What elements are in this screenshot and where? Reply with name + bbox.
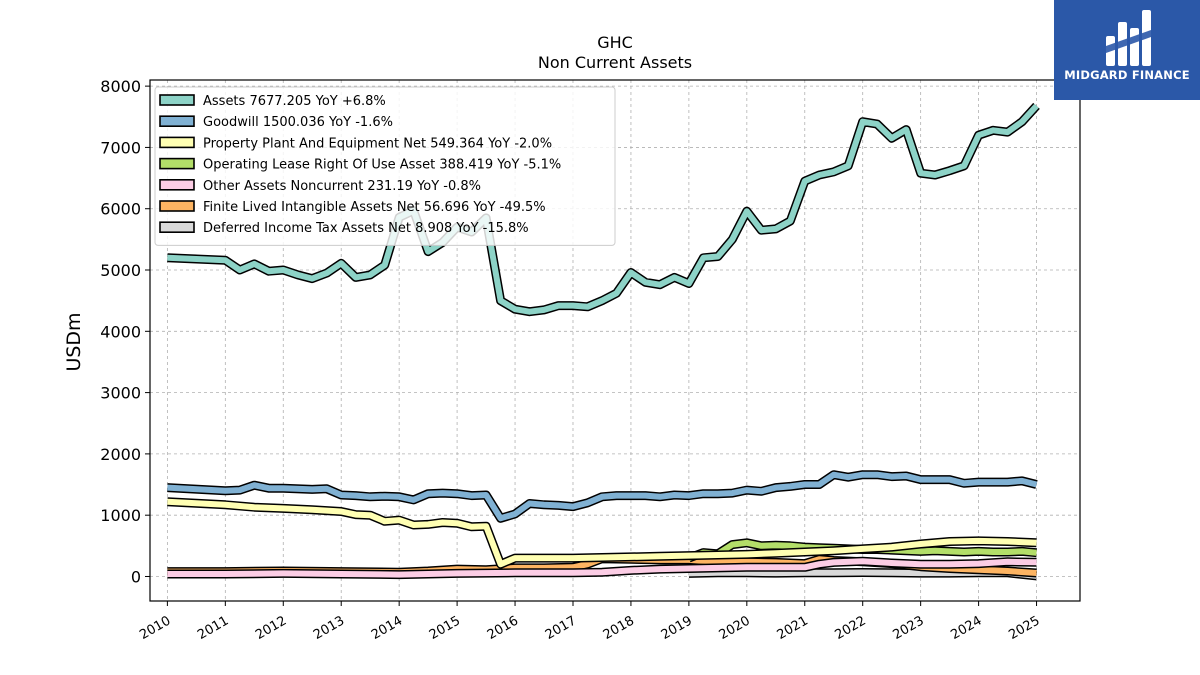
legend-label: Finite Lived Intangible Assets Net 56.69… [203,200,546,215]
legend-frame [154,86,616,246]
brand-name: MIDGARD FINANCE [1064,68,1190,82]
x-tick-label: 2016 [485,613,521,643]
x-tick-label: 2019 [659,613,695,643]
x-tick-label: 2013 [311,613,347,643]
x-tick-label: 2024 [948,613,984,643]
x-tick-label: 2021 [775,613,811,643]
plot-frame [149,79,1081,602]
y-axis-label: USDm [63,312,85,371]
legend-label: Goodwill 1500.036 YoY -1.6% [203,115,393,130]
y-tick-label: 8000 [100,77,141,96]
legend-swatch [159,221,195,233]
y-tick-label: 1000 [100,506,141,525]
x-tick-label: 2014 [369,613,405,643]
x-tick-label: 2010 [137,613,173,643]
x-tick-label: 2011 [195,613,231,643]
legend-label: Assets 7677.205 YoY +6.8% [203,94,386,109]
x-tick-label: 2020 [717,613,753,643]
legend-swatch [159,94,195,106]
y-tick-label: 5000 [100,261,141,280]
legend-swatch [159,200,195,212]
x-tick-label: 2023 [890,613,926,643]
series-line [167,558,1037,578]
legend-swatch [159,115,195,127]
x-tick-label: 2025 [1006,613,1042,643]
x-tick-label: 2015 [427,613,463,643]
x-tick-label: 2022 [833,613,869,643]
chart-subtitle: Non Current Assets [538,53,692,72]
y-tick-label: 3000 [100,384,141,403]
chart-title: GHC [597,33,633,52]
brand-logo: MIDGARD FINANCE [1054,0,1200,100]
legend-swatch [159,157,195,170]
legend-label: Other Assets Noncurrent 231.19 YoY -0.8% [203,179,481,194]
series-line [167,103,1039,315]
legend-label: Deferred Income Tax Assets Net 8.908 YoY… [203,221,529,236]
series-property-plant-and-equipment-net [167,497,1037,569]
y-tick-label: 0 [131,567,141,586]
series-line [167,498,1037,568]
legend: Assets 7677.205 YoY +6.8% Goodwill 1500.0… [154,86,616,246]
series-goodwill [167,470,1038,523]
midgard-logo-icon [1106,10,1151,66]
y-tick-label: 4000 [100,322,141,341]
x-tick-label: 2018 [601,613,637,643]
series-group [167,102,1040,581]
legend-swatch [159,136,195,149]
legend-label: Property Plant And Equipment Net 549.364… [203,136,552,151]
series-line [167,471,1038,522]
series-assets [167,102,1040,317]
x-tick-label: 2012 [253,613,289,643]
y-tick-label: 6000 [100,200,141,219]
legend-swatch [159,179,195,191]
x-tick-label: 2017 [543,613,579,643]
series-other-assets-noncurrent [167,556,1037,580]
legend-label: Operating Lease Right Of Use Asset 388.4… [203,158,561,173]
y-tick-label: 2000 [100,445,141,464]
y-tick-label: 7000 [100,138,141,157]
